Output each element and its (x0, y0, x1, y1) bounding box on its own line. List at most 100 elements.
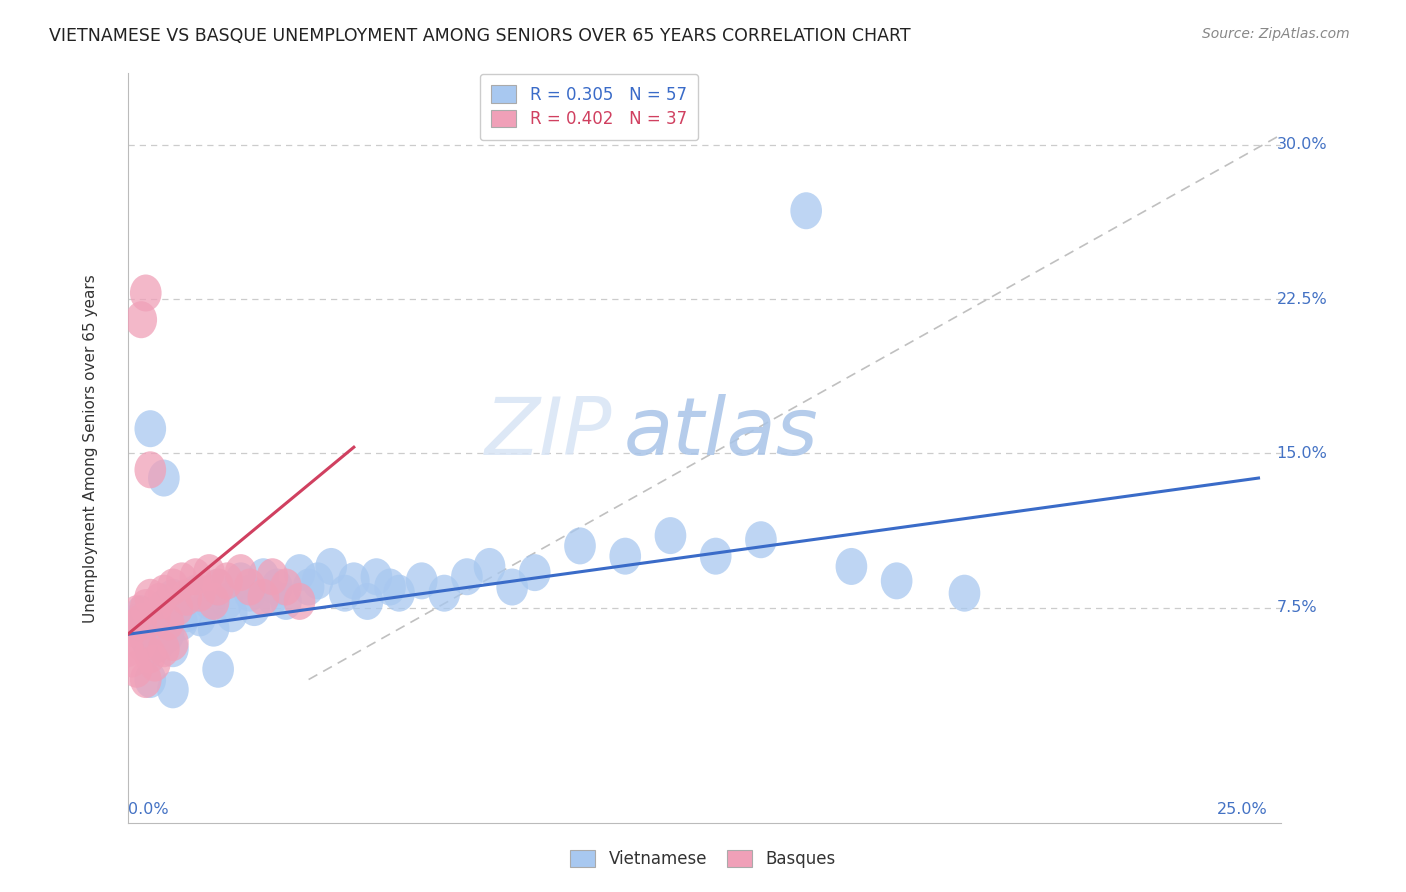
Ellipse shape (352, 582, 384, 620)
Text: 15.0%: 15.0% (1277, 446, 1327, 461)
Ellipse shape (143, 624, 176, 661)
Ellipse shape (302, 562, 333, 599)
Ellipse shape (202, 568, 233, 606)
Ellipse shape (198, 582, 229, 620)
Ellipse shape (166, 562, 198, 599)
Ellipse shape (384, 574, 415, 612)
Ellipse shape (429, 574, 460, 612)
Legend: Vietnamese, Basques: Vietnamese, Basques (564, 843, 842, 875)
Ellipse shape (148, 589, 180, 626)
Text: ZIP: ZIP (485, 394, 612, 472)
Text: 30.0%: 30.0% (1277, 137, 1327, 153)
Ellipse shape (125, 604, 157, 640)
Ellipse shape (284, 554, 315, 591)
Ellipse shape (193, 554, 225, 591)
Ellipse shape (315, 548, 347, 585)
Ellipse shape (139, 645, 170, 681)
Text: Source: ZipAtlas.com: Source: ZipAtlas.com (1202, 27, 1350, 41)
Ellipse shape (148, 631, 180, 667)
Legend: R = 0.305   N = 57, R = 0.402   N = 37: R = 0.305 N = 57, R = 0.402 N = 37 (479, 74, 699, 140)
Ellipse shape (202, 568, 233, 606)
Ellipse shape (247, 579, 280, 615)
Ellipse shape (117, 609, 148, 647)
Ellipse shape (247, 558, 280, 595)
Ellipse shape (360, 558, 392, 595)
Text: 22.5%: 22.5% (1277, 292, 1327, 307)
Ellipse shape (139, 599, 170, 636)
Ellipse shape (211, 562, 243, 599)
Ellipse shape (329, 574, 360, 612)
Ellipse shape (152, 615, 184, 653)
Text: VIETNAMESE VS BASQUE UNEMPLOYMENT AMONG SENIORS OVER 65 YEARS CORRELATION CHART: VIETNAMESE VS BASQUE UNEMPLOYMENT AMONG … (49, 27, 911, 45)
Ellipse shape (129, 589, 162, 626)
Ellipse shape (135, 451, 166, 488)
Ellipse shape (564, 527, 596, 565)
Ellipse shape (198, 609, 229, 647)
Ellipse shape (655, 517, 686, 554)
Ellipse shape (117, 640, 148, 678)
Ellipse shape (374, 568, 406, 606)
Text: atlas: atlas (624, 394, 818, 472)
Ellipse shape (157, 672, 188, 708)
Ellipse shape (225, 562, 256, 599)
Ellipse shape (135, 410, 166, 447)
Ellipse shape (202, 651, 233, 688)
Ellipse shape (193, 582, 225, 620)
Ellipse shape (139, 599, 170, 636)
Ellipse shape (148, 459, 180, 497)
Ellipse shape (112, 631, 143, 667)
Ellipse shape (233, 574, 266, 612)
Ellipse shape (239, 589, 270, 626)
Text: 7.5%: 7.5% (1277, 600, 1317, 615)
Ellipse shape (180, 558, 211, 595)
Ellipse shape (292, 568, 325, 606)
Ellipse shape (170, 579, 202, 615)
Ellipse shape (170, 595, 202, 632)
Ellipse shape (211, 582, 243, 620)
Ellipse shape (406, 562, 437, 599)
Ellipse shape (225, 554, 256, 591)
Ellipse shape (217, 595, 247, 632)
Ellipse shape (284, 582, 315, 620)
Ellipse shape (184, 574, 217, 612)
Ellipse shape (125, 595, 157, 632)
Ellipse shape (745, 521, 776, 558)
Ellipse shape (519, 554, 551, 591)
Ellipse shape (262, 568, 292, 606)
Ellipse shape (835, 548, 868, 585)
Ellipse shape (135, 579, 166, 615)
Ellipse shape (337, 562, 370, 599)
Ellipse shape (129, 620, 162, 657)
Ellipse shape (148, 574, 180, 612)
Ellipse shape (121, 595, 152, 632)
Ellipse shape (270, 582, 302, 620)
Ellipse shape (129, 661, 162, 698)
Text: 0.0%: 0.0% (128, 802, 169, 817)
Ellipse shape (135, 631, 166, 667)
Ellipse shape (949, 574, 980, 612)
Ellipse shape (135, 661, 166, 698)
Ellipse shape (157, 579, 188, 615)
Ellipse shape (121, 651, 152, 688)
Ellipse shape (166, 604, 198, 640)
Ellipse shape (180, 574, 211, 612)
Ellipse shape (121, 604, 152, 640)
Text: Unemployment Among Seniors over 65 years: Unemployment Among Seniors over 65 years (83, 274, 98, 623)
Ellipse shape (270, 568, 302, 606)
Ellipse shape (700, 538, 731, 574)
Ellipse shape (474, 548, 505, 585)
Ellipse shape (233, 568, 266, 606)
Ellipse shape (184, 599, 217, 636)
Ellipse shape (256, 579, 288, 615)
Ellipse shape (790, 193, 823, 229)
Ellipse shape (125, 301, 157, 338)
Ellipse shape (143, 582, 176, 620)
Text: 25.0%: 25.0% (1216, 802, 1268, 817)
Ellipse shape (125, 624, 157, 661)
Ellipse shape (162, 589, 193, 626)
Ellipse shape (157, 631, 188, 667)
Ellipse shape (880, 562, 912, 599)
Ellipse shape (157, 624, 188, 661)
Ellipse shape (152, 604, 184, 640)
Ellipse shape (496, 568, 529, 606)
